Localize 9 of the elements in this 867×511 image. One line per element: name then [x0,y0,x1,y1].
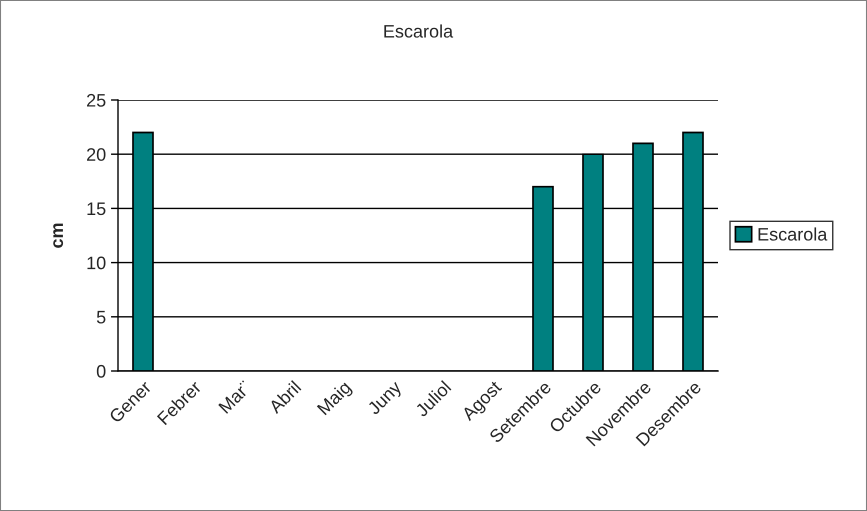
y-axis-title: cm [53,224,64,248]
y-tick-label: 10 [87,256,106,270]
y-tick-label: 15 [87,202,106,216]
y-tick-label: 25 [87,94,106,107]
legend-label: Escarola [758,227,828,241]
y-tick-label: 0 [96,364,106,378]
y-tick-label: 20 [87,148,106,161]
chart-title: Escarola [384,24,454,38]
y-tick-label: 5 [96,310,106,324]
